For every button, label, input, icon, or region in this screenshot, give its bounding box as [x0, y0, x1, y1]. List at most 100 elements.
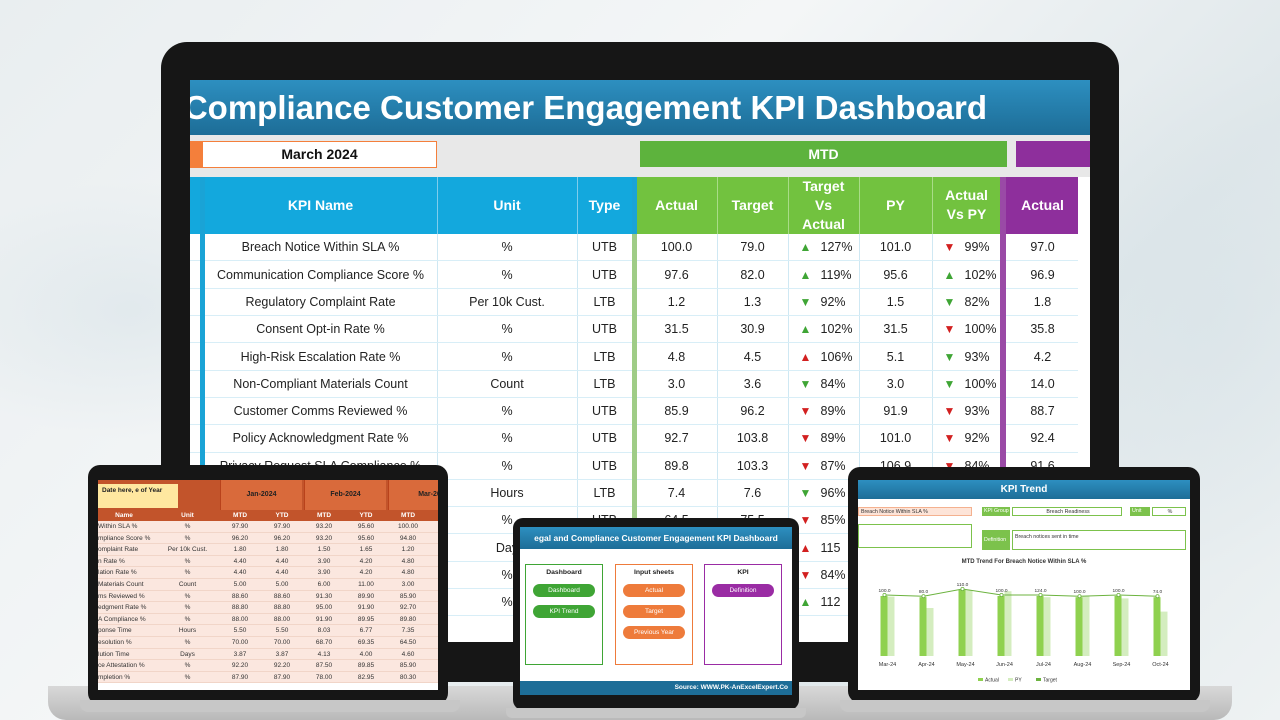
index-col-header [190, 177, 202, 234]
mtd-target-cell: 103.8 [717, 424, 789, 453]
unit-cell: % [437, 397, 578, 426]
py-cell: 91.9 [859, 397, 933, 426]
date-note: Date here, e of Year [98, 484, 178, 508]
sheet-cell: 82.95 [357, 673, 375, 681]
target-vs-actual-value: 112 [820, 595, 841, 610]
data-label: 100.0 [878, 588, 890, 594]
type-cell: UTB [577, 315, 634, 344]
trend-arrow-icon: ▲ [943, 267, 956, 282]
kpi-name-header: KPI Name [199, 177, 437, 234]
ytd-actual-cell: 92.4 [1000, 424, 1079, 453]
sheet-cell: 85.90 [399, 592, 417, 600]
kpi-name-cell: Non-Compliant Materials Count [199, 370, 438, 398]
unit-label: Unit [1130, 507, 1150, 516]
actual-vs-py-cell: ▼ 100% [932, 315, 1004, 344]
x-tick-label: Oct-24 [1152, 662, 1169, 668]
sheet-cell: 88.80 [231, 604, 249, 612]
target-vs-actual-cell: ▲ 127% [788, 233, 860, 262]
kpi-selector[interactable]: Breach Notice Within SLA % [858, 507, 972, 516]
py-bar [1082, 596, 1090, 656]
row-index-cell [190, 233, 202, 262]
target-point [1155, 594, 1160, 599]
sheet-row: lation Rate %% 4.40 4.40 3.90 4.20 4.80 [98, 567, 438, 579]
sheet-cell: 4.40 [275, 557, 289, 565]
sheet-cell: lution Time [98, 650, 130, 658]
kpi-group-value: Breach Readiness [1012, 507, 1122, 516]
data-label: 110.0 [957, 582, 969, 588]
definition-button[interactable]: Definition [712, 584, 774, 597]
ytd-actual-cell: 4.2 [1000, 342, 1079, 371]
sheet-cell: % [184, 534, 191, 542]
unit-cell: % [437, 452, 578, 480]
sheet-cell: 1.80 [275, 546, 289, 554]
row-index-cell [190, 260, 202, 289]
actual-button[interactable]: Actual [623, 584, 685, 597]
sheet-row: mpletion %% 87.90 87.90 78.00 82.95 80.30 [98, 671, 438, 684]
target-vs-actual-cell: ▼ 85% [788, 506, 860, 535]
dashboard-button[interactable]: Dashboard [533, 584, 595, 597]
trend-chart: Mar-24 100.0 Apr-24 80.0 May-24 110.0 Jun-24 10… [878, 582, 1169, 684]
sheet-cell: 96.20 [231, 534, 249, 542]
kpi-trend-title: KPI Trend [858, 480, 1190, 499]
kpi-row: Regulatory Complaint Rate Per 10k Cust. … [190, 288, 1079, 317]
py-bar [1121, 598, 1129, 656]
sheet-cell: % [184, 662, 191, 670]
actual-vs-py-cell: ▲ 102% [932, 260, 1004, 289]
target-vs-actual-cell: ▼ 89% [788, 424, 860, 453]
kpi-row: Breach Notice Within SLA % % UTB 100.0 7… [190, 233, 1079, 262]
sheet-cell: 4.40 [233, 569, 247, 577]
sheet-cell: 5.50 [233, 627, 247, 635]
previous-year-button[interactable]: Previous Year [623, 626, 685, 639]
target-point [1077, 594, 1082, 599]
month-selector[interactable]: March 2024 [202, 141, 437, 168]
py-bar [887, 596, 895, 656]
dashboard-title-bar: and Compliance Customer Engagement KPI D… [190, 80, 1090, 135]
actual-vs-py-value: 102% [964, 267, 997, 282]
mtd-actual-cell: 85.9 [631, 397, 718, 426]
type-cell: UTB [577, 424, 634, 453]
target-vs-actual-value: 92% [820, 294, 846, 309]
sheet-cell: 89.85 [357, 662, 375, 670]
data-label: 100.0 [995, 588, 1007, 594]
sheet-cell: 3.00 [401, 581, 415, 588]
mtd-target-cell: 7.6 [717, 479, 789, 508]
sheet-cell: 92.20 [273, 662, 291, 670]
kpi-value-box [858, 524, 972, 548]
x-tick-label: Apr-24 [918, 662, 935, 668]
sheet-cell: 6.00 [317, 581, 331, 588]
trend-arrow-icon: ▼ [799, 485, 812, 500]
trend-arrow-icon: ▼ [943, 431, 956, 446]
sheet-row: omplaint Rate Per 10k Cust. 1.80 1.80 1.50 1.… [98, 544, 438, 556]
kpi-row: Non-Compliant Materials Count Count LTB … [190, 370, 1079, 398]
sheet-cell: 1.20 [401, 546, 415, 554]
kpi-name-cell: High-Risk Escalation Rate % [199, 342, 438, 371]
kpi-trend-button[interactable]: KPI Trend [533, 605, 595, 618]
sheet-cell: A Compliance % [98, 615, 146, 623]
mtd-actual-cell: 89.8 [631, 452, 718, 480]
sheet-cell: 93.20 [315, 534, 333, 542]
sheet-cell: 89.80 [399, 615, 417, 623]
trend-arrow-icon: ▼ [943, 349, 956, 364]
x-tick-label: Aug-24 [1074, 662, 1092, 668]
trend-arrow-icon: ▼ [799, 458, 812, 473]
mtd-target-cell: 4.5 [717, 342, 789, 371]
target-point [921, 594, 926, 599]
input-sheets-panel: Input sheets Actual Target Previous Year [615, 564, 693, 665]
trend-arrow-icon: ▲ [799, 240, 812, 255]
target-button[interactable]: Target [623, 605, 685, 618]
sheet-cell: 7.35 [401, 627, 415, 635]
row-index-cell [190, 424, 202, 453]
actual-vs-py-value: 100% [964, 376, 997, 391]
mtd-section-header: MTD [640, 141, 1007, 167]
trend-arrow-icon: ▼ [799, 431, 812, 446]
trend-chart-title: MTD Trend For Breach Notice Within SLA % [961, 559, 1087, 565]
target-vs-actual-value: 85% [820, 513, 846, 528]
mtd-actual-cell: 92.7 [631, 424, 718, 453]
sheet-cell: 11.00 [358, 581, 374, 588]
definition-value: Breach notices sent in time [1012, 530, 1186, 550]
data-label: 74.0 [1153, 589, 1163, 595]
sheet-cell: edgment Rate % [98, 604, 147, 612]
unit-cell: % [437, 315, 578, 344]
sheet-cell: 95.60 [357, 523, 375, 530]
source-footer: Source: WWW.PK-AnExcelExpert.Co [520, 681, 792, 695]
